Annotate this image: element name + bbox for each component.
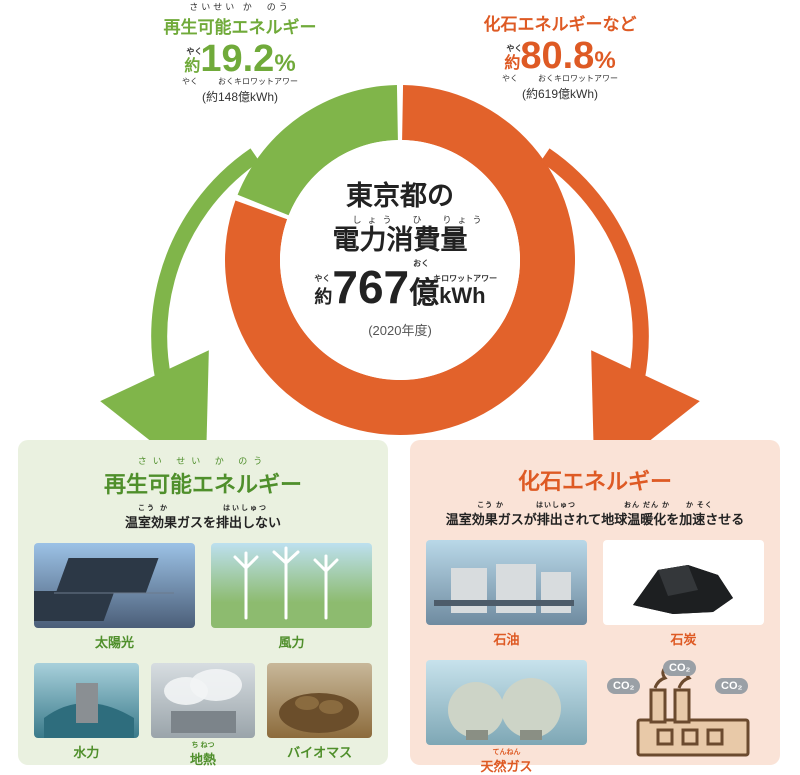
- tile-biomass: バイオマス: [267, 663, 372, 768]
- donut-chart: 東京都の しょう ひ りょう 電力消費量 やく約 767 おく億 キロワットアワ…: [225, 85, 575, 435]
- renewable-pct: やく約19.2%: [120, 40, 360, 78]
- tile-wind: 風力: [211, 543, 372, 651]
- tile-oil: 石油: [426, 540, 587, 648]
- donut-center: 東京都の しょう ひ りょう 電力消費量 やく約 767 おく億 キロワットアワ…: [280, 140, 520, 380]
- tile-solar: 太陽光: [34, 543, 195, 651]
- renewable-grid: 太陽光 風力 水力 ち ねつ地熱: [34, 543, 372, 768]
- fossil-pct: やく約80.8%: [440, 37, 680, 75]
- co2-bubble: CO₂: [607, 678, 640, 694]
- co2-bubble: CO₂: [663, 660, 696, 676]
- co2-bubble: CO₂: [715, 678, 748, 694]
- tile-coal: 石炭: [603, 540, 764, 648]
- tile-hydro: 水力: [34, 663, 139, 768]
- renewable-title: 再生可能エネルギー: [120, 13, 360, 38]
- box-fossil: 化石エネルギー こう か はいしゅつ おん だん か か そく 温室効果ガスが排…: [410, 440, 780, 765]
- tile-geothermal: ち ねつ地熱: [151, 663, 256, 768]
- renewable-ruby: さいせい か のう: [120, 0, 360, 13]
- box-renewable: さい せい か のう 再生可能エネルギー こう か はいしゅつ 温室効果ガスを排…: [18, 440, 388, 765]
- tile-gas: てんねん天然ガス: [426, 660, 587, 775]
- tile-factory-co2: CO₂ CO₂ CO₂: [603, 660, 764, 775]
- fossil-title: 化石エネルギーなど: [440, 10, 680, 35]
- fossil-grid: 石油 石炭 てんねん天然ガス CO₂ CO₂ CO₂: [426, 540, 764, 775]
